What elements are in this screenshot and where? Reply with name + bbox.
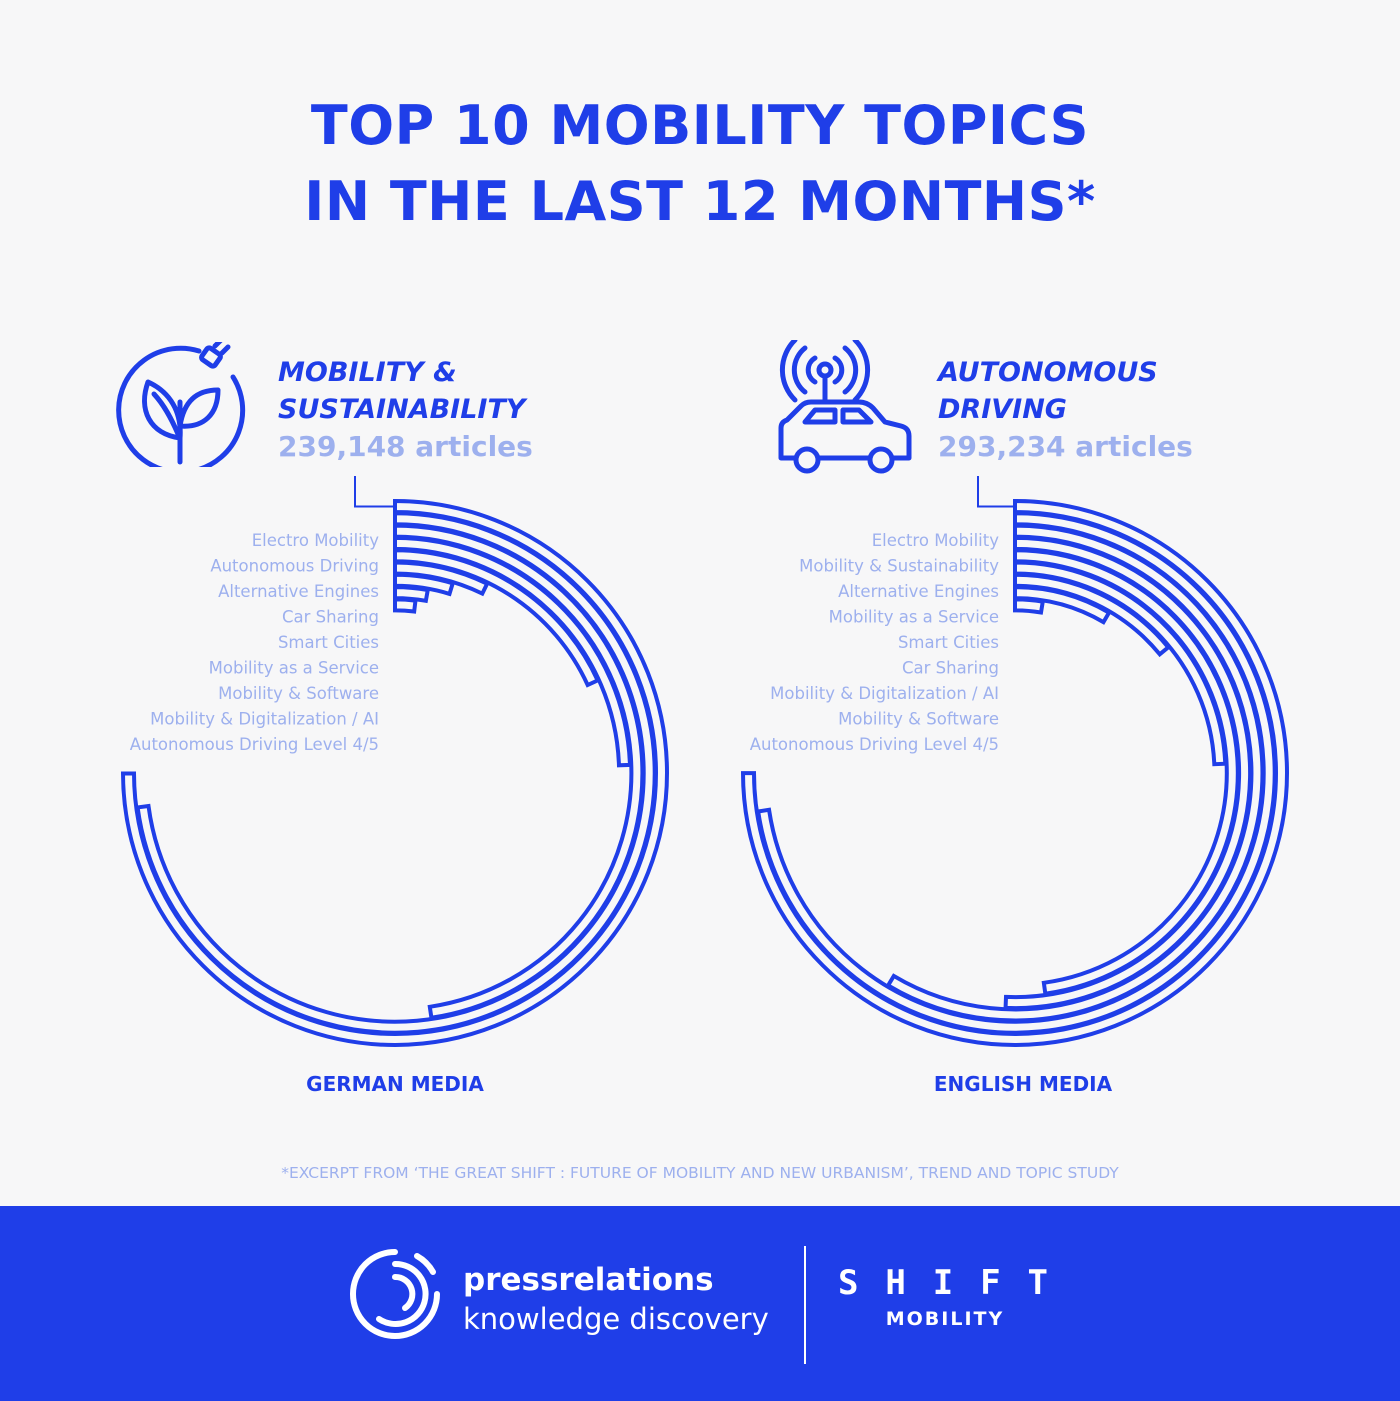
radial-bar (1013, 597, 1046, 615)
radial-bar (393, 597, 418, 614)
radial-chart-german: Electro Mobility Autonomous Driving Altern… (120, 476, 669, 1047)
category-label: Electro Mobility (252, 531, 379, 550)
radial-bar (1013, 560, 1228, 767)
title-line-1: TOP 10 MOBILITY TOPICS (310, 94, 1090, 157)
category-label: Mobility & Software (838, 710, 999, 729)
shift-subtitle: MOBILITY (885, 1308, 1005, 1330)
section-heading-left: MOBILITY & SUSTAINABILITY (278, 354, 525, 428)
radial-charts: Electro Mobility Autonomous Driving Altern… (120, 476, 1289, 1047)
page-title: TOP 10 MOBILITY TOPICS IN THE LAST 12 MO… (0, 88, 1400, 240)
section-heading-right: AUTONOMOUS DRIVING (938, 354, 1158, 428)
category-label: Autonomous Driving (210, 557, 379, 576)
category-label: Mobility as a Service (209, 659, 379, 678)
category-label: Autonomous Driving Level 4/5 (130, 735, 379, 754)
shift-wordmark-text: SHIFT (838, 1268, 1048, 1298)
leaf-plug-icon (116, 342, 246, 467)
article-count-right: 293,234 articles (938, 430, 1193, 463)
title-line-2: IN THE LAST 12 MONTHS* (304, 170, 1096, 233)
heading-right-line-1: AUTONOMOUS (938, 357, 1158, 388)
brand-name: pressrelations (463, 1262, 714, 1298)
footer-divider (804, 1246, 806, 1364)
category-label: Electro Mobility (872, 531, 999, 550)
media-label-english: ENGLISH MEDIA (933, 1072, 1113, 1096)
brand-tagline: knowledge discovery (463, 1302, 769, 1336)
category-label: Alternative Engines (838, 582, 999, 601)
shift-wordmark: SHIFT (838, 1268, 1048, 1298)
pressrelations-logo-icon (350, 1249, 440, 1339)
radial-chart-english: Electro Mobility Mobility & Sustainabilit… (740, 476, 1289, 1047)
category-label: Car Sharing (902, 659, 999, 678)
category-label: Mobility & Sustainability (799, 557, 999, 576)
footer: pressrelations knowledge discovery SHIFT… (0, 1206, 1400, 1401)
heading-left-line-2: SUSTAINABILITY (278, 394, 526, 425)
heading-left-line-1: MOBILITY & (278, 357, 457, 388)
category-label: Smart Cities (278, 633, 379, 652)
category-label: Smart Cities (898, 633, 999, 652)
category-label: Car Sharing (282, 608, 379, 627)
footnote: *EXCERPT FROM ‘THE GREAT SHIFT : FUTURE … (281, 1164, 1119, 1182)
category-label: Alternative Engines (218, 582, 379, 601)
article-count-left: 239,148 articles (278, 430, 533, 463)
category-label: Mobility & Digitalization / AI (770, 684, 999, 703)
category-label: Autonomous Driving Level 4/5 (750, 735, 999, 754)
connected-car-icon (778, 340, 912, 474)
callout-line (354, 476, 395, 508)
heading-right-line-2: DRIVING (938, 394, 1067, 425)
callout-line (977, 476, 1015, 508)
category-label: Mobility & Digitalization / AI (150, 710, 379, 729)
radial-bar (393, 535, 633, 768)
category-label: Mobility & Software (218, 684, 379, 703)
radial-bar (393, 548, 601, 688)
category-label: Mobility as a Service (829, 608, 999, 627)
media-label-german: GERMAN MEDIA (306, 1072, 484, 1096)
